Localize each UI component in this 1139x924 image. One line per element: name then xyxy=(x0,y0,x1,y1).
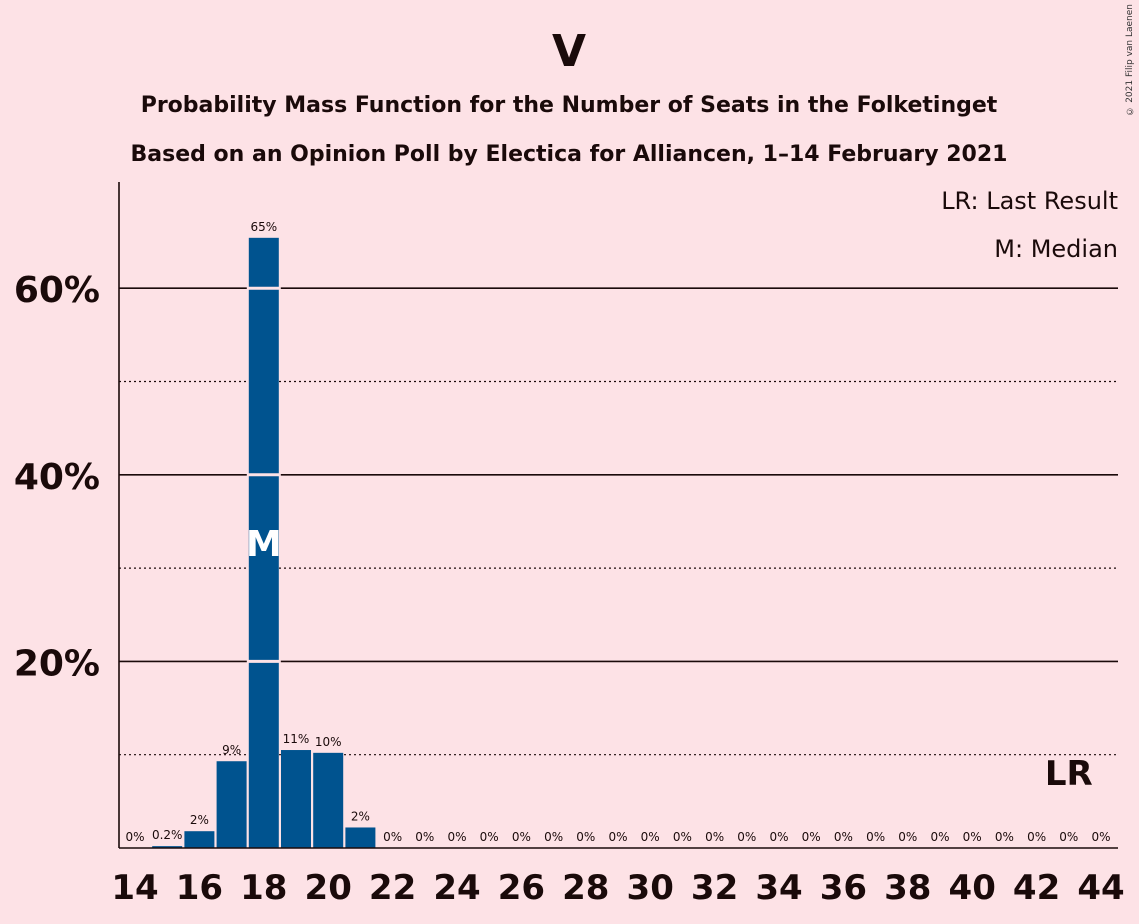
median-marker: M xyxy=(246,524,282,565)
bar-value-label: 0% xyxy=(834,830,853,844)
x-tick-label: 36 xyxy=(820,868,867,908)
x-tick-label: 42 xyxy=(1013,868,1060,908)
y-tick-label: 40% xyxy=(14,457,100,498)
x-tick-label: 32 xyxy=(691,868,738,908)
bar-value-label: 0% xyxy=(1091,830,1110,844)
bar-value-label: 0% xyxy=(125,830,144,844)
bar-value-label: 0% xyxy=(737,830,756,844)
bar-value-label: 0.2% xyxy=(152,828,183,842)
chart-subtitle-2: Based on an Opinion Poll by Electica for… xyxy=(131,142,1008,167)
x-tick-label: 24 xyxy=(433,868,480,908)
bar-seat-20 xyxy=(313,752,344,848)
tick-labels: 20% 40% 60% 14 16 18 20 22 24 26 28 30 32 34 36 38 40 42 4… xyxy=(14,270,1125,908)
chart-subtitle-1: Probability Mass Function for the Number… xyxy=(141,93,998,118)
bar-value-label: 0% xyxy=(802,830,821,844)
bar-value-label: 0% xyxy=(995,830,1014,844)
bar-value-label: 0% xyxy=(673,830,692,844)
bar-seat-19 xyxy=(281,750,311,848)
bar-seat-18 xyxy=(248,237,279,848)
bar-value-label: 2% xyxy=(351,809,370,823)
y-tick-label: 20% xyxy=(14,643,100,684)
bar-value-label: 65% xyxy=(250,220,277,234)
bar-value-label: 0% xyxy=(641,830,660,844)
x-tick-label: 16 xyxy=(176,868,223,908)
bar-value-label: 0% xyxy=(512,830,531,844)
bar-value-label: 10% xyxy=(315,735,342,749)
x-tick-label: 38 xyxy=(884,868,931,908)
bar-value-label: 0% xyxy=(898,830,917,844)
bar-value-label: 0% xyxy=(705,830,724,844)
bar-value-label: 0% xyxy=(480,830,499,844)
bar-value-label: 0% xyxy=(447,830,466,844)
bar-seat-16 xyxy=(184,831,215,848)
bar-seat-15 xyxy=(152,846,183,848)
bar-value-label: 11% xyxy=(283,732,310,746)
x-tick-label: 34 xyxy=(755,868,802,908)
axes xyxy=(118,182,1118,849)
bar-value-label: 0% xyxy=(544,830,563,844)
x-tick-label: 30 xyxy=(627,868,674,908)
legend-median: M: Median xyxy=(994,235,1118,263)
bar-value-label: 0% xyxy=(415,830,434,844)
bar-value-label: 2% xyxy=(190,813,209,827)
bar-value-label: 0% xyxy=(576,830,595,844)
legend-last-result: LR: Last Result xyxy=(941,187,1118,215)
bar-value-label: 0% xyxy=(866,830,885,844)
bar-value-label: 0% xyxy=(769,830,788,844)
bar-value-label: 0% xyxy=(1059,830,1078,844)
bar-seat-17 xyxy=(216,761,247,848)
x-tick-label: 44 xyxy=(1077,868,1124,908)
x-tick-label: 22 xyxy=(369,868,416,908)
bar-value-label: 0% xyxy=(1027,830,1046,844)
copyright-notice: © 2021 Filip van Laenen xyxy=(1125,4,1135,116)
x-tick-label: 26 xyxy=(498,868,545,908)
chart-title: V xyxy=(552,26,586,77)
bar-seat-21 xyxy=(345,827,376,848)
last-result-marker: LR xyxy=(1045,754,1093,794)
bar-value-label: 0% xyxy=(383,830,402,844)
x-tick-label: 28 xyxy=(562,868,609,908)
x-tick-label: 18 xyxy=(240,868,287,908)
x-tick-label: 40 xyxy=(949,868,996,908)
x-tick-label: 20 xyxy=(305,868,352,908)
bar-value-label: 0% xyxy=(930,830,949,844)
x-tick-label: 14 xyxy=(111,868,158,908)
bar-value-label: 0% xyxy=(963,830,982,844)
bars xyxy=(152,237,376,848)
bar-labels: 0% 0.2% 2% 9% 65% 11% 10% 2% 0% 0% 0% 0% 0% 0% 0% 0% 0% 0… xyxy=(125,220,1110,844)
bar-value-label: 9% xyxy=(222,743,241,757)
y-tick-label: 60% xyxy=(14,270,100,311)
bar-value-label: 0% xyxy=(608,830,627,844)
